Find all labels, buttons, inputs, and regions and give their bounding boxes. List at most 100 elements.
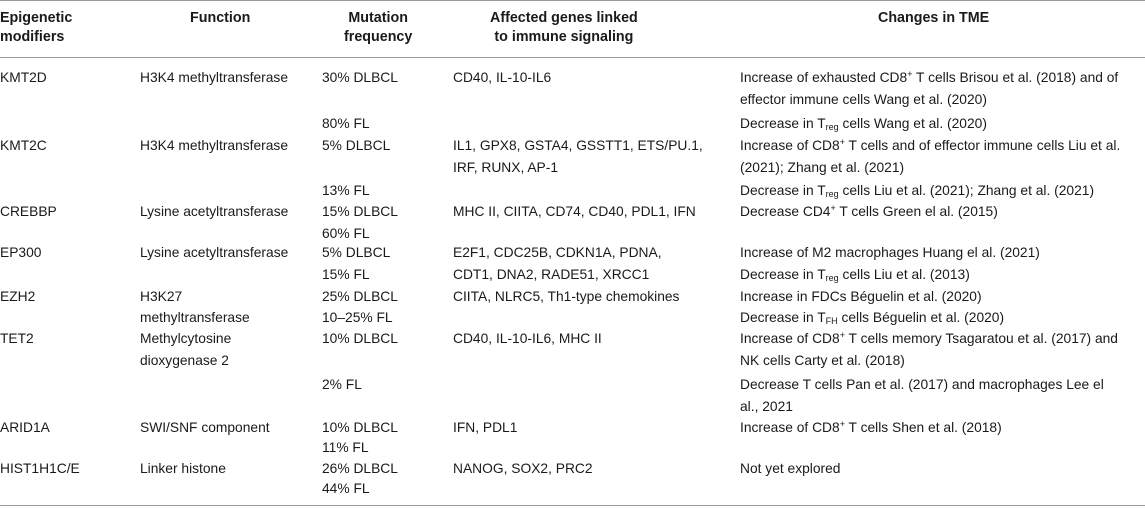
row-ezh2-genes: CIITA, NLRC5, Th1-type chemokines (453, 289, 680, 304)
row-tet2-tme-1-line2: NK cells Carty et al. (2018) (740, 353, 905, 368)
row-ezh2-function-line1: H3K27 (140, 289, 183, 304)
row-kmt2d-tme-1b: T cells Brisou et al. (2018) and of (912, 70, 1119, 85)
row-tet2-function-line2: dioxygenase 2 (140, 353, 229, 368)
row-crebbp-freq-fl: 60% FL (322, 226, 370, 241)
header-function: Function (190, 10, 251, 26)
row-ep300-tme-2a: Decrease in T (740, 267, 826, 282)
row-crebbp-tme-1: Decrease CD4+ T cells Green el al. (2015… (740, 202, 998, 222)
row-arid1a-modifier: ARID1A (0, 420, 50, 435)
row-tet2-freq-dlbcl: 10% DLBCL (322, 331, 398, 346)
row-ezh2-freq-fl: 10–25% FL (322, 310, 393, 325)
row-arid1a-freq-fl: 11% FL (322, 440, 369, 455)
header-modifiers: Epigenetic modifiers (0, 9, 72, 47)
row-kmt2c-tme-1a: Increase of CD8 (740, 138, 840, 153)
row-arid1a-tme-1-sup: + (839, 419, 845, 429)
row-hist1h1-tme-1: Not yet explored (740, 461, 841, 476)
row-kmt2c-tme-2a: Decrease in T (740, 183, 826, 198)
row-kmt2d-tme-1: Increase of exhausted CD8+ T cells Briso… (740, 68, 1118, 88)
row-ezh2-function-line2: methyltransferase (140, 310, 250, 325)
row-kmt2d-tme-1-line2: effector immune cells Wang et al. (2020) (740, 92, 987, 107)
row-ep300-tme-2b: cells Liu et al. (2013) (838, 267, 970, 282)
row-hist1h1-freq-dlbcl: 26% DLBCL (322, 461, 398, 476)
row-tet2-genes: CD40, IL-10-IL6, MHC II (453, 331, 602, 346)
row-kmt2c-modifier: KMT2C (0, 138, 47, 153)
row-crebbp-freq-dlbcl: 15% DLBCL (322, 204, 398, 219)
row-crebbp-tme-1b: T cells Green el al. (2015) (835, 204, 998, 219)
row-ep300-modifier: EP300 (0, 245, 42, 260)
row-kmt2d-tme-2a: Decrease in T (740, 116, 826, 131)
row-ezh2-tme-2-sub: FH (825, 316, 838, 326)
row-kmt2c-tme-1b: T cells and of effector immune cells Liu… (844, 138, 1121, 153)
row-ep300-freq-dlbcl: 5% DLBCL (322, 245, 391, 260)
row-crebbp-tme-1a: Decrease CD4 (740, 204, 831, 219)
row-kmt2c-function: H3K4 methyltransferase (140, 138, 288, 153)
header-affected-genes: Affected genes linked to immune signalin… (490, 9, 638, 47)
header-genes-line2: to immune signaling (494, 29, 634, 45)
row-tet2-tme-2-line2: al., 2021 (740, 399, 793, 414)
row-arid1a-tme-1a: Increase of CD8 (740, 420, 840, 435)
row-ep300-genes-line1: E2F1, CDC25B, CDKN1A, PDNA, (453, 245, 662, 260)
row-kmt2c-tme-2b: cells Liu et al. (2021); Zhang et al. (2… (838, 183, 1095, 198)
table-top-rule (0, 0, 1145, 1)
row-kmt2c-tme-2-sub: reg (825, 189, 839, 199)
row-kmt2c-freq-fl: 13% FL (322, 183, 370, 198)
row-tet2-freq-fl: 2% FL (322, 377, 362, 392)
row-kmt2d-freq-dlbcl: 30% DLBCL (322, 70, 398, 85)
header-bottom-rule (0, 57, 1145, 58)
row-crebbp-modifier: CREBBP (0, 204, 57, 219)
header-mutation-line1: Mutation (348, 10, 408, 26)
row-kmt2c-freq-dlbcl: 5% DLBCL (322, 138, 391, 153)
row-hist1h1-function: Linker histone (140, 461, 226, 476)
row-kmt2d-modifier: KMT2D (0, 70, 47, 85)
row-crebbp-function: Lysine acetyltransferase (140, 204, 289, 219)
row-arid1a-tme-1: Increase of CD8+ T cells Shen et al. (20… (740, 418, 1002, 438)
row-ep300-function: Lysine acetyltransferase (140, 245, 289, 260)
header-genes-line1: Affected genes linked (490, 10, 638, 26)
row-ezh2-tme-2a: Decrease in T (740, 310, 826, 325)
row-kmt2d-function: H3K4 methyltransferase (140, 70, 288, 85)
header-modifiers-line1: Epigenetic (0, 10, 73, 26)
row-crebbp-tme-1-sup: + (830, 203, 836, 213)
row-hist1h1-freq-fl: 44% FL (322, 481, 370, 496)
row-ep300-tme-2-sub: reg (825, 273, 839, 283)
row-ezh2-tme-2b: cells Béguelin et al. (2020) (837, 310, 1005, 325)
row-crebbp-genes: MHC II, CIITA, CD74, CD40, PDL1, IFN (453, 204, 696, 219)
row-kmt2d-tme-2-sub: reg (825, 122, 839, 132)
row-tet2-tme-1a: Increase of CD8 (740, 331, 840, 346)
table-bottom-rule (0, 505, 1145, 506)
row-hist1h1-modifier: HIST1H1C/E (0, 461, 80, 476)
row-kmt2c-genes-line1: IL1, GPX8, GSTA4, GSSTT1, ETS/PU.1, (453, 138, 703, 153)
row-kmt2c-genes-line2: IRF, RUNX, AP-1 (453, 160, 559, 175)
row-tet2-function-line1: Methylcytosine (140, 331, 232, 346)
row-ep300-tme-2: Decrease in Treg cells Liu et al. (2013) (740, 265, 970, 285)
row-kmt2c-tme-1-sup: + (839, 137, 845, 147)
row-ezh2-modifier: EZH2 (0, 289, 36, 304)
row-arid1a-tme-1b: T cells Shen et al. (2018) (844, 420, 1002, 435)
row-arid1a-genes: IFN, PDL1 (453, 420, 518, 435)
row-tet2-tme-1-sup: + (839, 330, 845, 340)
row-kmt2d-genes: CD40, IL-10-IL6 (453, 70, 552, 85)
row-kmt2d-tme-2: Decrease in Treg cells Wang et al. (2020… (740, 114, 987, 134)
row-ep300-genes-line2: CDT1, DNA2, RADE51, XRCC1 (453, 267, 650, 282)
row-kmt2d-tme-2b: cells Wang et al. (2020) (838, 116, 987, 131)
row-tet2-tme-1b: T cells memory Tsagaratou et al. (2017) … (844, 331, 1118, 346)
header-changes-tme: Changes in TME (878, 10, 990, 26)
row-kmt2c-tme-2: Decrease in Treg cells Liu et al. (2021)… (740, 181, 1094, 201)
row-hist1h1-genes: NANOG, SOX2, PRC2 (453, 461, 593, 476)
row-arid1a-function: SWI/SNF component (140, 420, 270, 435)
row-ep300-tme-1: Increase of M2 macrophages Huang el al. … (740, 245, 1040, 260)
row-ep300-freq-fl: 15% FL (322, 267, 370, 282)
row-kmt2d-freq-fl: 80% FL (322, 116, 370, 131)
row-ezh2-tme-1: Increase in FDCs Béguelin et al. (2020) (740, 289, 982, 304)
header-mutation-frequency: Mutation frequency (344, 9, 412, 47)
row-kmt2c-tme-1: Increase of CD8+ T cells and of effector… (740, 136, 1120, 156)
header-modifiers-line2: modifiers (0, 29, 65, 45)
row-ezh2-tme-2: Decrease in TFH cells Béguelin et al. (2… (740, 308, 1004, 328)
row-kmt2d-tme-1-sup: + (907, 69, 913, 79)
row-arid1a-freq-dlbcl: 10% DLBCL (322, 420, 398, 435)
row-kmt2d-tme-1a: Increase of exhausted CD8 (740, 70, 908, 85)
row-tet2-modifier: TET2 (0, 331, 34, 346)
row-ezh2-freq-dlbcl: 25% DLBCL (322, 289, 398, 304)
row-tet2-tme-1: Increase of CD8+ T cells memory Tsagarat… (740, 329, 1118, 349)
row-tet2-tme-2-line1: Decrease T cells Pan et al. (2017) and m… (740, 377, 1104, 392)
